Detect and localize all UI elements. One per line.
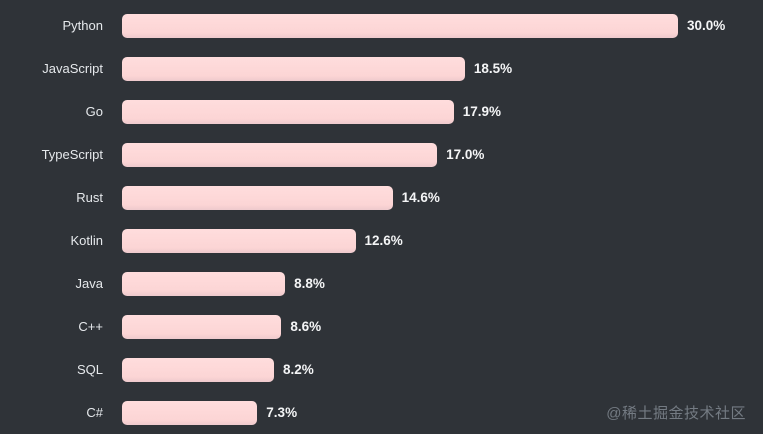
bar [122,271,286,296]
bar-row: Java 8.8% [0,262,763,305]
bar-area: 14.6% [122,185,763,210]
bar [122,314,282,339]
bar-row: TypeScript 17.0% [0,133,763,176]
bar-area: 8.8% [122,271,763,296]
category-label: TypeScript [41,147,103,162]
value-label: 17.9% [462,103,501,119]
value-label: 18.5% [473,60,513,76]
value-label: 30.0% [687,17,726,33]
value-label: 14.6% [401,189,440,205]
category-label: Kotlin [70,233,103,248]
category-label: Go [85,104,103,119]
value-label: 17.0% [446,146,485,162]
bar [122,56,465,81]
value-label: 7.3% [266,404,298,420]
watermark: @稀土掘金技术社区 [606,405,746,422]
value-label: 8.8% [294,275,325,291]
bar-row: JavaScript 18.5% [0,47,763,90]
bar-row: C++ 8.6% [0,305,763,348]
value-label: 8.2% [283,361,314,377]
bar-area: 18.5% [122,56,763,81]
bar [122,185,393,210]
value-label: 12.6% [364,232,403,248]
bar [122,13,678,38]
bar-area: 17.0% [122,142,763,167]
category-label: SQL [76,362,103,377]
bar [122,99,454,124]
bar-area: 7.3% [122,400,763,425]
bar-area: 8.2% [122,357,763,382]
bar-row: Kotlin 12.6% [0,219,763,262]
category-label: Java [75,276,103,291]
bar-area: 8.6% [122,314,763,339]
bar-row: Python 30.0% [0,4,763,47]
bar-area: 17.9% [122,99,763,124]
bar [122,400,258,425]
bar-area: 12.6% [122,228,763,253]
category-label: JavaScript [42,61,103,76]
bar-row: Rust 14.6% [0,176,763,219]
bar-area: 30.0% [122,13,763,38]
category-label: Python [62,18,103,33]
category-label: C++ [78,319,103,334]
value-label: 8.6% [290,318,322,334]
category-label: C# [86,405,103,420]
bar-row: Go 17.9% [0,90,763,133]
bar-row: C# 7.3% [0,391,763,434]
category-label: Rust [76,190,103,205]
bar [122,357,274,382]
bar [122,228,356,253]
bar [122,142,438,167]
bar-row: SQL 8.2% [0,348,763,391]
